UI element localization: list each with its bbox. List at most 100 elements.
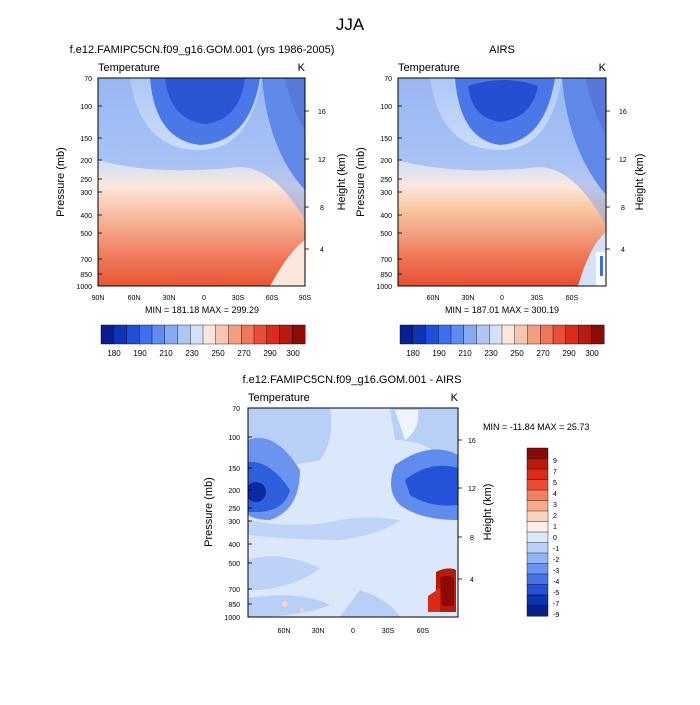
colorbar-swatch [100,324,115,345]
y-tick-label: 250 [228,506,240,513]
colorbar-swatch [253,324,268,345]
panel-obs-ylabel: Pressure (mb) [355,147,367,217]
y-tick-label: 150 [80,136,92,143]
y-tick-label: 850 [228,602,240,609]
panel-obs-x-ticks: 60N 30N 0 30S 60S [427,295,579,302]
y-tick-label: 300 [228,519,240,526]
y-tick-label: 400 [80,213,92,220]
y-tick-label: 70 [84,76,92,83]
colorbar-swatch [514,324,529,345]
colorbar-swatch [526,542,549,554]
x-tick-label: 30S [382,628,395,635]
x-tick-label: 60S [266,295,279,302]
panel-diff-ylabel: Pressure (mb) [203,477,215,547]
x-tick-label: 30S [531,295,544,302]
panel-diff: f.e12.FAMIPC5CN.f09_g16.GOM.001 - AIRS T… [203,374,589,635]
y2-tick-label: 8 [470,535,474,542]
panel-obs-stats: MIN = 187.01 MAX = 300.19 [445,305,559,315]
colorbar-swatch [412,324,427,345]
y-tick-label: 500 [380,231,392,238]
colorbar-tick-label: -7 [553,601,559,608]
x-tick-label: 90S [299,295,312,302]
colorbar-swatch [565,324,580,345]
colorbar-tick-label: 210 [159,349,173,358]
colorbar-tick-label: 300 [585,349,599,358]
y-tick-label: 250 [380,177,392,184]
y-tick-label: 300 [380,190,392,197]
x-tick-label: 90N [92,295,105,302]
colorbar-swatch [578,324,592,345]
panel-diff-right-label: K [451,392,459,404]
y-tick-label: 1000 [224,615,240,622]
colorbar-swatch [266,324,281,345]
panel-obs-left-label: Temperature [398,62,460,74]
y-tick-label: 250 [80,177,92,184]
colorbar-swatch [526,447,549,460]
panel-model-ylabel: Pressure (mb) [55,147,67,217]
y2-tick-label: 8 [320,205,324,212]
x-tick-label: 30S [232,295,245,302]
panel-obs-title: AIRS [489,44,515,56]
y-tick-label: 700 [380,257,392,264]
colorbar-swatch [526,500,549,512]
panel-model-left-label: Temperature [98,62,160,74]
y2-tick-label: 12 [468,486,476,493]
panel-obs-colorbar-ticks: 180 190 210 230 250 270 290 300 [406,349,599,358]
x-tick-label: 30N [462,295,475,302]
y-tick-label: 400 [380,213,392,220]
colorbar-tick-label: 210 [458,349,472,358]
x-tick-label: 0 [202,295,206,302]
colorbar-swatch [113,324,128,345]
panel-model-y2-ticks: 16 12 8 4 [318,109,326,254]
panel-model-y2label: Height (km) [336,154,348,211]
panel-obs: AIRS Temperature K 70 100 150 200 250 30… [355,44,646,358]
panel-model: f.e12.FAMIPC5CN.f09_g16.GOM.001 (yrs 198… [55,44,348,358]
panel-diff-colorbar [526,447,549,617]
colorbar-swatch [279,324,293,345]
colorbar-swatch [526,468,549,481]
x-tick-label: 30N [312,628,325,635]
colorbar-tick-label: -4 [553,579,559,586]
colorbar-swatch [526,458,549,470]
colorbar-swatch [552,324,567,345]
colorbar-swatch [241,324,255,345]
y2-tick-label: 4 [621,247,625,254]
y-tick-label: 70 [232,406,240,413]
colorbar-swatch [463,324,478,345]
colorbar-tick-label: 3 [553,502,557,509]
colorbar-tick-label: -5 [553,590,559,597]
colorbar-swatch [527,324,541,345]
y-tick-label: 700 [228,587,240,594]
panel-model-y-ticks: 70 100 150 200 250 300 400 500 700 850 1… [76,76,92,291]
colorbar-swatch [202,324,217,345]
colorbar-swatch [139,324,153,345]
y-tick-label: 500 [80,231,92,238]
panel-diff-stats: MIN = -11.84 MAX = 25.73 [483,422,589,432]
y-tick-label: 200 [228,488,240,495]
colorbar-swatch [215,324,230,345]
colorbar-tick-label: 300 [286,349,300,358]
y-tick-label: 100 [228,435,240,442]
colorbar-swatch [526,489,549,502]
y-tick-label: 300 [80,190,92,197]
colorbar-tick-label: 1 [553,524,557,531]
y2-tick-label: 12 [318,157,326,164]
colorbar-tick-label: 180 [406,349,420,358]
panel-diff-left-label: Temperature [248,392,310,404]
panel-obs-colorbar [399,324,605,345]
colorbar-tick-label: 9 [553,458,557,465]
colorbar-swatch [438,324,452,345]
colorbar-swatch [526,605,549,617]
colorbar-swatch [228,324,242,345]
colorbar-tick-label: -9 [553,612,559,619]
y-tick-label: 700 [80,257,92,264]
colorbar-swatch [164,324,179,345]
y-tick-label: 400 [228,542,240,549]
colorbar-tick-label: 270 [536,349,550,358]
colorbar-swatch [526,521,549,533]
x-tick-label: 60N [278,628,291,635]
colorbar-swatch [526,563,549,575]
panel-diff-x-ticks: 60N 30N 0 30S 60S [278,628,430,635]
y2-tick-label: 16 [619,109,627,116]
panel-obs-y-ticks: 70 100 150 200 250 300 400 500 700 850 1… [376,76,392,291]
